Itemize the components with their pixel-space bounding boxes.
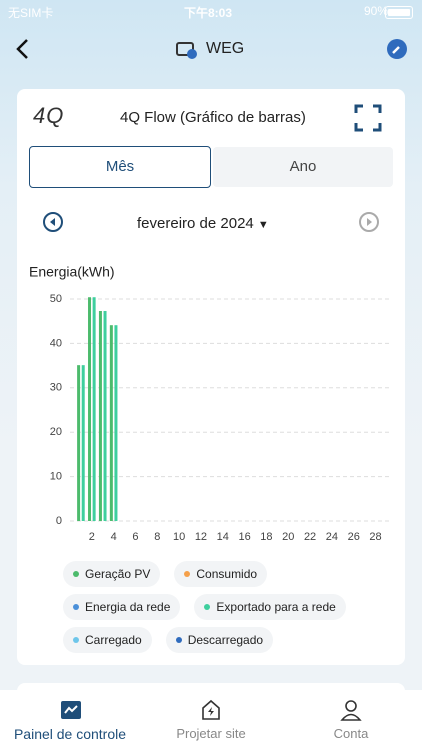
period-label: fevereiro de 2024 (137, 215, 254, 232)
legend-item[interactable]: Carregado (63, 627, 152, 653)
legend-swatch (184, 571, 191, 577)
card-title: 4Q Flow (Gráfico de barras) (120, 109, 306, 126)
x-tick-label: 26 (348, 531, 360, 543)
y-tick-label: 0 (56, 515, 62, 527)
bar (109, 325, 113, 521)
bar (77, 365, 81, 521)
legend-swatch (73, 637, 79, 643)
legend-item[interactable]: Descarregado (165, 627, 274, 653)
x-tick-label: 2 (89, 531, 95, 543)
y-tick-label: 10 (50, 471, 62, 483)
dashboard-icon (61, 701, 81, 719)
carrier: 无SIM卡 (8, 6, 54, 20)
x-tick-label: 8 (154, 531, 160, 543)
settings-button[interactable] (386, 38, 408, 60)
x-tick-label: 10 (173, 531, 185, 543)
battery-icon (385, 6, 413, 19)
nav-account[interactable]: Conta (333, 726, 369, 741)
legend-swatch (73, 604, 79, 610)
legend-item[interactable]: Exportado para a rede (194, 594, 346, 620)
legend-label: Geração PV (85, 567, 151, 581)
legend-label: Carregado (85, 633, 142, 647)
x-tick-label: 6 (132, 531, 138, 543)
x-tick-label: 16 (238, 531, 250, 543)
back-button[interactable] (12, 36, 36, 62)
y-axis-label: Energia(kWh) (29, 264, 115, 280)
x-tick-label: 18 (260, 531, 272, 543)
y-tick-label: 50 (50, 293, 62, 305)
logo: 4Q (33, 103, 65, 128)
legend-swatch (175, 637, 182, 643)
legend-label: Descarregado (187, 633, 264, 647)
legend: Geração PV Consumido Energia da rede Export… (63, 561, 393, 653)
bar (88, 297, 92, 521)
period-selector[interactable]: fevereiro de 2024 ▼ (137, 215, 269, 232)
bar (98, 310, 102, 521)
legend-item[interactable]: Consumido (174, 561, 268, 587)
x-tick-label: 4 (111, 531, 117, 543)
y-tick-label: 20 (50, 426, 62, 438)
x-tick-label: 12 (195, 531, 207, 543)
bar (103, 310, 107, 521)
nav-design[interactable]: Projetar site (176, 726, 246, 741)
legend-item[interactable]: Geração PV (63, 561, 161, 587)
fullscreen-button[interactable] (354, 104, 382, 132)
tab-year[interactable]: Ano (213, 147, 393, 187)
legend-item[interactable]: Energia da rede (63, 594, 181, 620)
y-tick-label: 30 (50, 382, 62, 394)
chart-card: 4Q 4Q Flow (Gráfico de barras) Mês Ano f… (17, 89, 405, 665)
legend-swatch (73, 571, 79, 577)
legend-label: Consumido (196, 567, 258, 581)
x-tick-label: 20 (282, 531, 294, 543)
site-icon (176, 42, 197, 59)
legend-label: Exportado para a rede (216, 600, 336, 614)
battery: 90% (364, 4, 389, 18)
legend-swatch (204, 604, 211, 610)
x-tick-label: 14 (217, 531, 229, 543)
bar (92, 297, 96, 521)
next-button[interactable] (358, 212, 380, 234)
site-icon (202, 699, 220, 720)
legend-label: Energia da rede (85, 600, 171, 614)
header-title: WEG (206, 40, 245, 57)
clock: 下午8:03 (184, 6, 233, 20)
prev-button[interactable] (43, 212, 65, 234)
y-tick-label: 40 (50, 337, 62, 349)
account-icon (340, 700, 362, 721)
bar (114, 325, 118, 521)
bar (81, 365, 85, 521)
x-tick-label: 28 (369, 531, 381, 543)
x-tick-label: 22 (304, 531, 316, 543)
tab-month[interactable]: Mês (29, 146, 211, 188)
nav-dashboard[interactable]: Painel de controle (13, 726, 127, 742)
x-tick-label: 24 (326, 531, 338, 543)
bottom-nav: Painel de controle Projetar site Conta (0, 690, 422, 750)
